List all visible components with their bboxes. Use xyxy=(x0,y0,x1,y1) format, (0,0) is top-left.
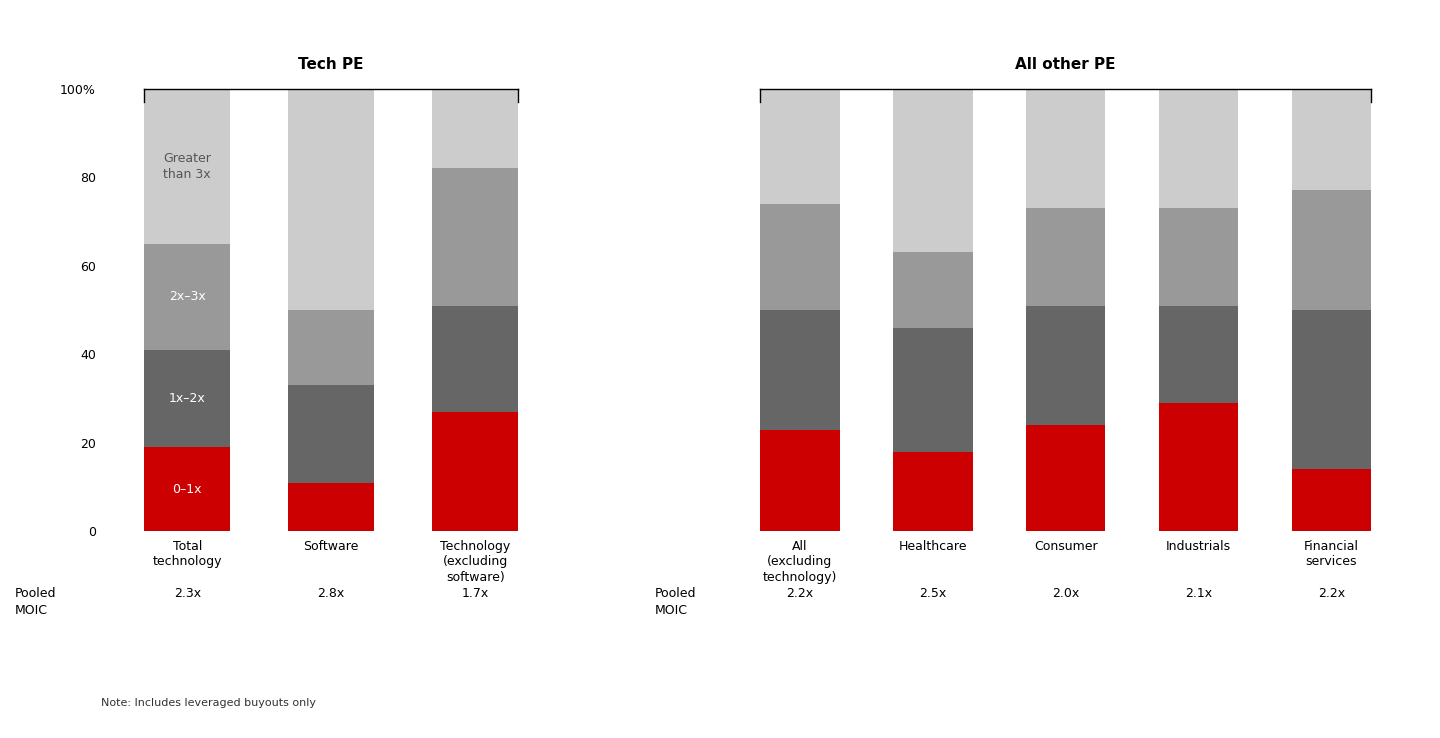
Bar xyxy=(1159,89,1238,208)
Bar xyxy=(760,310,840,430)
Bar xyxy=(432,89,518,168)
Bar xyxy=(288,385,374,483)
Bar xyxy=(1159,403,1238,531)
Bar xyxy=(288,483,374,531)
Title: Tech PE: Tech PE xyxy=(298,57,364,72)
Text: Greater
than 3x: Greater than 3x xyxy=(163,151,212,181)
Text: 2.8x: 2.8x xyxy=(318,587,344,600)
Text: 0–1x: 0–1x xyxy=(173,483,202,496)
Bar xyxy=(1292,310,1371,469)
Text: 1.7x: 1.7x xyxy=(462,587,488,600)
Text: 1x–2x: 1x–2x xyxy=(168,392,206,405)
Bar xyxy=(144,350,230,447)
Bar xyxy=(288,310,374,385)
Bar xyxy=(760,89,840,204)
Text: 2.2x: 2.2x xyxy=(1318,587,1345,600)
Text: 2.2x: 2.2x xyxy=(786,587,814,600)
Bar xyxy=(1025,306,1106,425)
Bar xyxy=(1159,208,1238,306)
Bar xyxy=(144,89,230,244)
Bar xyxy=(1025,89,1106,208)
Bar xyxy=(1025,425,1106,531)
Bar xyxy=(893,452,972,531)
Bar xyxy=(432,168,518,306)
Bar xyxy=(760,430,840,531)
Text: Pooled
MOIC: Pooled MOIC xyxy=(14,587,56,617)
Bar xyxy=(893,89,972,252)
Bar xyxy=(893,252,972,328)
Bar xyxy=(144,447,230,531)
Bar xyxy=(1025,208,1106,306)
Bar xyxy=(760,204,840,310)
Bar xyxy=(1159,306,1238,403)
Bar xyxy=(288,89,374,310)
Text: 2x–3x: 2x–3x xyxy=(168,290,206,303)
Text: 2.1x: 2.1x xyxy=(1185,587,1212,600)
Bar xyxy=(432,412,518,531)
Bar xyxy=(893,328,972,452)
Text: Note: Includes leveraged buyouts only: Note: Includes leveraged buyouts only xyxy=(101,698,315,708)
Title: All other PE: All other PE xyxy=(1015,57,1116,72)
Bar xyxy=(1292,469,1371,531)
Text: 2.0x: 2.0x xyxy=(1053,587,1079,600)
Bar xyxy=(1292,190,1371,310)
Text: 2.3x: 2.3x xyxy=(174,587,200,600)
Text: Pooled
MOIC: Pooled MOIC xyxy=(655,587,697,617)
Bar xyxy=(144,244,230,350)
Text: 2.5x: 2.5x xyxy=(919,587,946,600)
Bar xyxy=(1292,89,1371,190)
Bar xyxy=(432,306,518,412)
